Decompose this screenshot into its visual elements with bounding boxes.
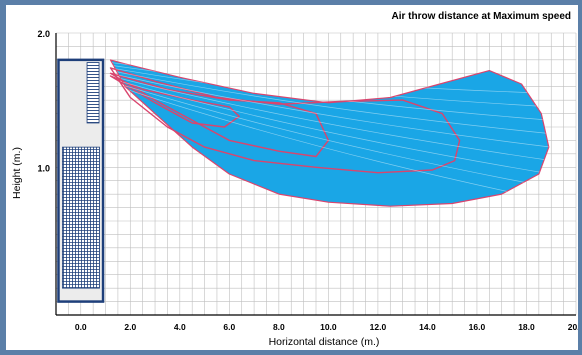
airflow-chart: 0.02.04.06.08.010.012.014.016.018.020.0 … [11,11,582,348]
y-tick-label: 2.0 [37,29,50,39]
x-tick-label: 14.0 [419,322,436,332]
x-tick-label: 2.0 [124,322,136,332]
chart-panel: 0.02.04.06.08.010.012.014.016.018.020.0 … [6,5,582,350]
flow-streamline [110,75,549,161]
airflow-zone-4 [109,75,240,128]
x-axis-title: Horizontal distance (m.) [269,336,380,348]
flow-streamline [110,83,549,202]
x-tick-label: 10.0 [320,322,337,332]
x-tick-label: 8.0 [273,322,285,332]
x-tick-label: 4.0 [174,322,186,332]
flow-streamline [110,72,549,148]
y-axis-title: Height (m.) [11,147,23,199]
x-tick-label: 20.0 [568,322,578,332]
x-tick-labels: 0.0 2.0 4.0 6.0 8.0 10.0 12.0 14.0 16.0 18.0 20.0 [75,322,582,332]
flow-streamline [110,78,549,175]
flow-streamline [110,70,549,135]
airflow-zone-1 [109,59,550,207]
airflow-zones [109,59,550,207]
y-tick-label: 1.0 [37,163,50,173]
x-tick-label: 0.0 [75,322,87,332]
unit-intake-grille [62,146,100,289]
x-tick-label: 6.0 [223,322,235,332]
y-tick-labels: 1.0 2.0 [37,29,50,173]
chart-title: Air throw distance at Maximum speed [392,11,572,22]
indoor-unit [57,58,105,303]
x-tick-label: 18.0 [518,322,535,332]
x-tick-label: 16.0 [469,322,486,332]
unit-outlet-louver [86,62,100,124]
flow-streamline [110,81,549,188]
x-tick-label: 12.0 [370,322,387,332]
airflow-zone-3 [109,72,330,158]
